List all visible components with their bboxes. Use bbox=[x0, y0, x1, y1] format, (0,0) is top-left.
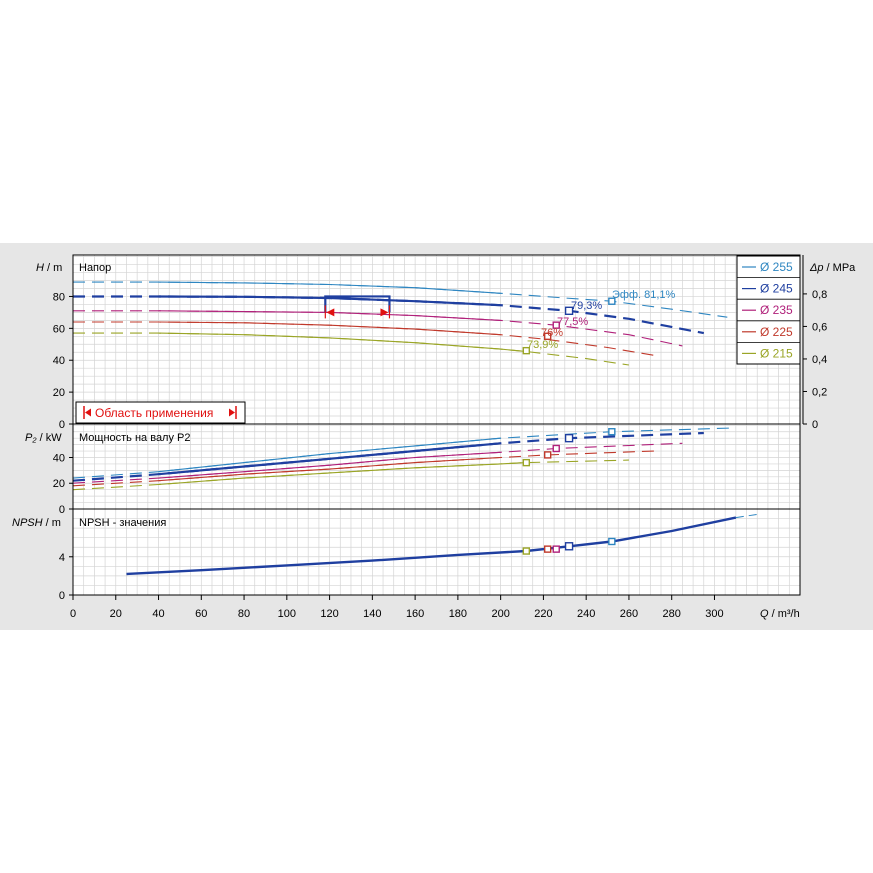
head-y-tick-label: 0 bbox=[59, 419, 65, 431]
legend-label-225: Ø 225 bbox=[760, 325, 793, 339]
operating-range-left-arrow-icon bbox=[326, 308, 335, 317]
x-tick-label: 240 bbox=[577, 608, 595, 620]
power-curve-solid bbox=[158, 456, 501, 482]
x-tick-label: 40 bbox=[152, 608, 164, 620]
power-y-tick-label: 0 bbox=[59, 504, 65, 516]
application-range-box bbox=[75, 401, 246, 424]
curve-layer bbox=[72, 281, 762, 576]
head-curve-solid bbox=[158, 295, 501, 307]
power-curve-solid bbox=[158, 451, 501, 479]
grid-layer bbox=[72, 255, 801, 596]
power-curve-solid bbox=[158, 437, 501, 473]
marker-layer bbox=[522, 297, 616, 555]
chart-panel: 0 20 40 60 80 0 20 40 0 4 0 0,2 0,4 0,6 0,8 0 20 40 60 80 10… bbox=[0, 243, 873, 630]
x-tick-label: 280 bbox=[663, 608, 681, 620]
head-y-tick-label: 20 bbox=[53, 387, 65, 399]
power-duty-point-marker bbox=[608, 428, 616, 436]
pressure-tick-label: 0 bbox=[812, 419, 818, 431]
head-curve-solid bbox=[158, 281, 501, 294]
head-curve-solid bbox=[158, 321, 501, 336]
head-duty-point-marker bbox=[608, 297, 616, 305]
x-tick-label: 100 bbox=[278, 608, 296, 620]
head-y-tick-label: 40 bbox=[53, 355, 65, 367]
npsh-duty-point-marker bbox=[564, 542, 574, 551]
head-duty-point-marker bbox=[543, 332, 552, 341]
pressure-label: Δp / MPa bbox=[809, 262, 856, 274]
npsh-y-tick-label: 4 bbox=[59, 552, 65, 564]
x-tick-label: 0 bbox=[70, 608, 76, 620]
x-tick-label: 220 bbox=[534, 608, 552, 620]
efficiency-label: Эфф. 81,1% bbox=[612, 289, 676, 301]
npsh-duty-point-marker bbox=[608, 537, 616, 546]
head-duty-point-marker bbox=[564, 306, 574, 316]
legend: Ø 255 Ø 245 Ø 235 Ø 225 Ø 215 bbox=[736, 255, 801, 365]
x-tick-label: 300 bbox=[705, 608, 723, 620]
range-box-right-arrow-icon bbox=[229, 408, 235, 417]
power-curve-solid bbox=[158, 442, 501, 476]
head-curve-solid bbox=[158, 332, 527, 353]
head-y-tick-label: 80 bbox=[53, 291, 65, 303]
x-tick-label: 60 bbox=[195, 608, 207, 620]
power-y-tick-label: 20 bbox=[53, 478, 65, 490]
power-duty-point-marker bbox=[564, 433, 574, 443]
eff-label-215: 73,9% bbox=[527, 339, 558, 351]
npsh-panel-title: NPSH - значения bbox=[79, 517, 166, 529]
pressure-tick-label: 0,6 bbox=[812, 321, 827, 333]
power-duty-point-marker bbox=[543, 451, 552, 459]
npsh-duty-point-marker bbox=[552, 545, 560, 553]
legend-label-235: Ø 235 bbox=[760, 303, 793, 317]
x-tick-label: 20 bbox=[110, 608, 122, 620]
application-range-label: Область применения bbox=[95, 406, 213, 420]
range-box-left-arrow-icon bbox=[85, 408, 91, 417]
pressure-tick-label: 0,8 bbox=[812, 289, 827, 301]
x-tick-label: 200 bbox=[491, 608, 509, 620]
power-ylabel: P₂ / kW bbox=[25, 432, 62, 444]
head-y-tick-label: 60 bbox=[53, 323, 65, 335]
power-y-tick-label: 40 bbox=[53, 452, 65, 464]
x-axis-label: Q / m³/h bbox=[760, 608, 800, 620]
power-duty-point-marker bbox=[552, 444, 560, 453]
legend-label-215: Ø 215 bbox=[760, 346, 793, 360]
pressure-tick-label: 0,4 bbox=[812, 354, 827, 366]
x-tick-label: 160 bbox=[406, 608, 424, 620]
npsh-y-tick-label: 0 bbox=[59, 590, 65, 602]
npsh-ylabel: NPSH / m bbox=[12, 517, 61, 529]
head-panel-title: Напор bbox=[79, 262, 111, 274]
operating-range-bracket bbox=[324, 295, 391, 313]
npsh-curve bbox=[126, 516, 737, 576]
head-duty-point-marker bbox=[522, 346, 531, 355]
head-duty-point-marker bbox=[552, 321, 560, 329]
npsh-duty-point-marker bbox=[522, 547, 531, 555]
x-tick-label: 140 bbox=[363, 608, 381, 620]
power-duty-point-marker bbox=[522, 458, 531, 467]
npsh-panel-frame bbox=[72, 508, 801, 596]
pressure-tick-label: 0,2 bbox=[812, 386, 827, 398]
x-tick-label: 180 bbox=[449, 608, 467, 620]
legend-label-255: Ø 255 bbox=[760, 260, 793, 274]
eff-label-235: 77,5% bbox=[557, 316, 588, 328]
power-curve-solid bbox=[158, 462, 527, 486]
x-tick-label: 120 bbox=[320, 608, 338, 620]
eff-label-225: 76% bbox=[541, 327, 563, 339]
power-panel-title: Мощность на валу P2 bbox=[79, 432, 191, 444]
x-tick-label: 80 bbox=[238, 608, 250, 620]
legend-label-245: Ø 245 bbox=[760, 282, 793, 296]
head-ylabel: H / m bbox=[36, 262, 62, 274]
operating-range-right-arrow-icon bbox=[380, 308, 389, 317]
npsh-curve-extension bbox=[735, 513, 762, 519]
npsh-duty-point-marker bbox=[543, 545, 552, 553]
x-tick-label: 260 bbox=[620, 608, 638, 620]
eff-label-245: 79,3% bbox=[571, 300, 602, 312]
